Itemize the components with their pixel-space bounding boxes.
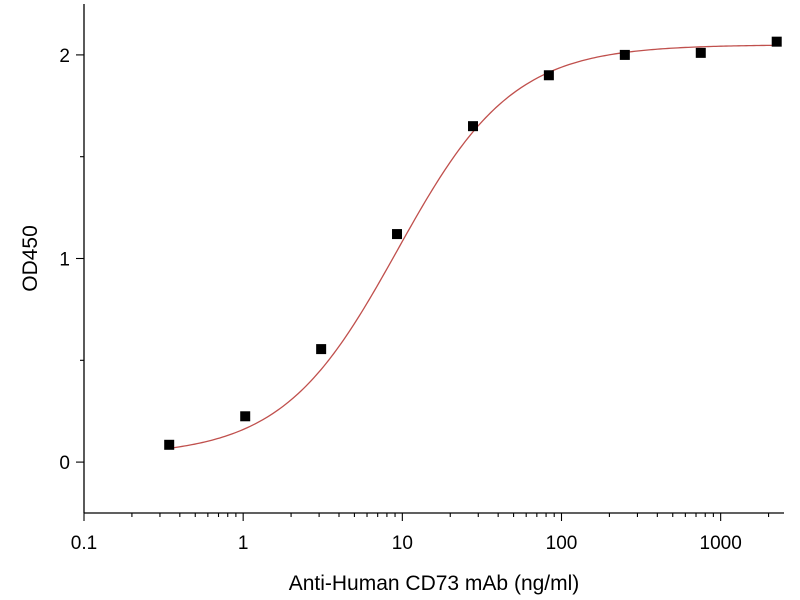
data-point	[468, 121, 479, 132]
data-point	[771, 36, 782, 47]
data-point	[619, 49, 630, 60]
axes	[83, 4, 784, 514]
fit-curve	[169, 44, 777, 449]
y-axis-ticks: 0 1 2	[59, 46, 84, 474]
data-point	[164, 439, 175, 450]
data-point	[695, 47, 706, 58]
data-point	[316, 344, 327, 355]
y-axis-title: OD450	[19, 225, 42, 292]
y-tick-label: 0	[59, 453, 70, 474]
x-tick-label: 100	[546, 533, 578, 554]
y-tick-label: 1	[59, 250, 70, 271]
x-tick-label: 1000	[700, 533, 742, 554]
x-axis-ticks: 0.1 1 10 100 1000	[71, 513, 770, 554]
data-points	[164, 36, 782, 450]
x-axis-title: Anti-Human CD73 mAb (ng/ml)	[289, 572, 580, 595]
x-tick-label: 10	[392, 533, 413, 554]
data-point	[392, 229, 403, 240]
data-point	[240, 411, 251, 422]
data-point	[543, 70, 554, 81]
x-tick-label: 0.1	[71, 533, 97, 554]
x-tick-label: 1	[238, 533, 249, 554]
y-tick-label: 2	[59, 46, 70, 67]
